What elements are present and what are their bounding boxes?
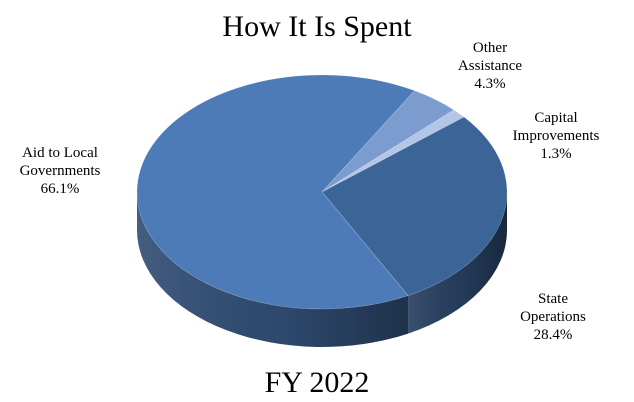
slice-label-aid-to-local-governments: Aid to Local Governments 66.1% — [20, 145, 101, 197]
slice-name-line: Capital — [534, 110, 577, 126]
pie-slice-state-operations — [321, 116, 508, 296]
slice-value-capital-improvements: 1.3% — [540, 146, 571, 162]
chart-footer: FY 2022 — [265, 366, 370, 399]
pie-slice-aid-to-local-governments — [136, 74, 416, 310]
slice-name-line: Governments — [20, 163, 101, 179]
pie-slice-other-assistance — [321, 90, 455, 193]
slice-label-capital-improvements: Capital Improvements 1.3% — [513, 110, 600, 162]
chart-title: How It Is Spent — [222, 10, 412, 43]
slice-name-line: Improvements — [513, 128, 600, 144]
slice-name-line: State — [538, 291, 568, 307]
pie-side-walls — [137, 192, 507, 347]
slice-value-state-operations: 28.4% — [534, 327, 573, 343]
pie-slice-capital-improvements — [321, 109, 465, 193]
slice-value-aid-to-local-governments: 66.1% — [41, 181, 80, 197]
slice-labels: Other Assistance 4.3% Capital Improvements 1.… — [20, 40, 600, 343]
slice-label-other-assistance: Other Assistance 4.3% — [458, 40, 522, 92]
slice-name-line: Operations — [520, 309, 586, 325]
pie-side-shade-aid-to-local-governments — [137, 192, 409, 347]
slice-name-line: Assistance — [458, 58, 522, 74]
pie-slices — [136, 74, 508, 310]
slice-label-state-operations: State Operations 28.4% — [520, 291, 586, 343]
slice-name-line: Aid to Local — [22, 145, 98, 161]
pie-side-shade-state-operations — [408, 192, 507, 334]
slice-value-other-assistance: 4.3% — [474, 76, 505, 92]
slice-name-line: Other — [473, 40, 507, 56]
